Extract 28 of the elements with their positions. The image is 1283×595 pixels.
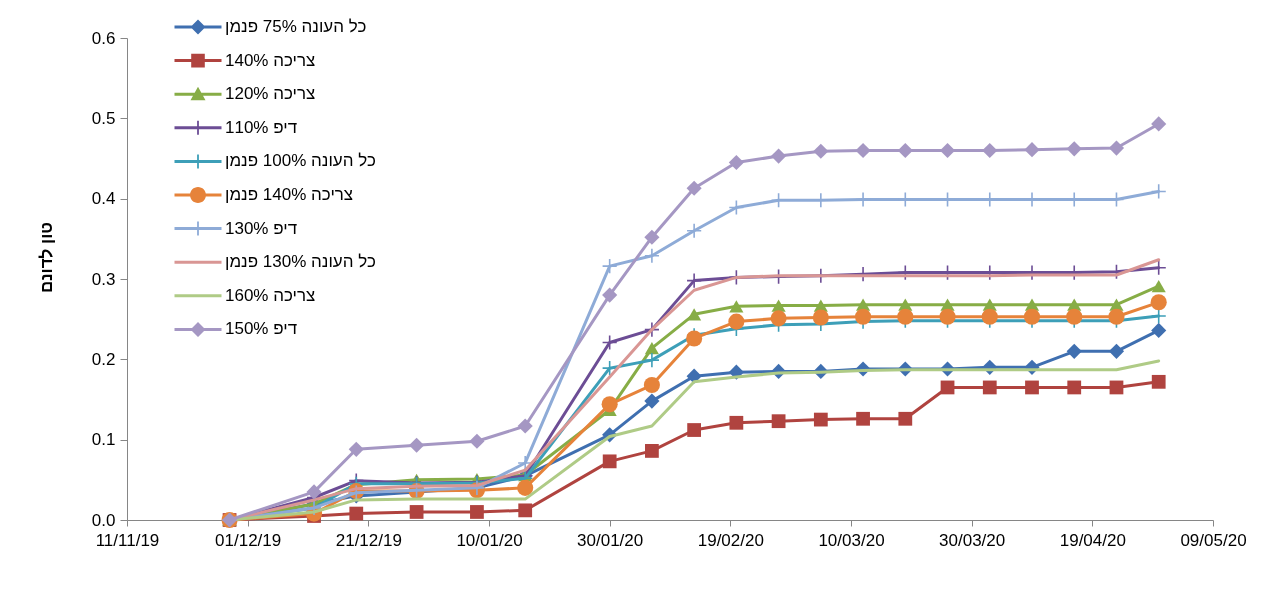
y-tick-label: 0.5 <box>91 108 116 128</box>
legend-label: כל העונה 75% פנמן <box>225 17 367 36</box>
legend-label: דיפ 130% <box>225 218 298 238</box>
x-tick-label: 09/05/20 <box>1180 530 1247 550</box>
legend-label: כל העונה 100% פנמן <box>225 151 376 171</box>
legend-label: צריכה 140% <box>225 50 316 70</box>
x-tick-label: 01/12/19 <box>215 530 282 550</box>
y-tick-label: 0.2 <box>91 349 116 369</box>
legend-label: דיפ 110% <box>225 117 298 137</box>
y-axis-title: טון לדונם <box>36 222 56 293</box>
x-tick-label: 30/01/20 <box>577 530 644 550</box>
y-tick-label: 0.0 <box>91 510 116 530</box>
x-tick-label: 11/11/19 <box>95 530 160 550</box>
y-tick-label: 0.4 <box>91 189 116 209</box>
x-tick-label: 10/01/20 <box>456 530 523 550</box>
y-tick-label: 0.6 <box>91 28 116 48</box>
y-tick-label: 0.1 <box>91 430 116 450</box>
legend-label: צריכה 160% <box>225 285 316 305</box>
legend-label: צריכה 120% <box>225 84 316 104</box>
x-tick-label: 19/04/20 <box>1059 530 1126 550</box>
x-tick-label: 10/03/20 <box>818 530 885 550</box>
x-tick-label: 19/02/20 <box>697 530 764 550</box>
y-tick-label: 0.3 <box>91 269 116 289</box>
legend-label: דיפ 150% <box>225 319 298 339</box>
x-tick-label: 30/03/20 <box>939 530 1006 550</box>
x-tick-label: 21/12/19 <box>335 530 402 550</box>
legend-label: צריכה 140% פנמן <box>225 185 354 204</box>
legend-label: כל העונה 130% פנמן <box>225 252 376 272</box>
